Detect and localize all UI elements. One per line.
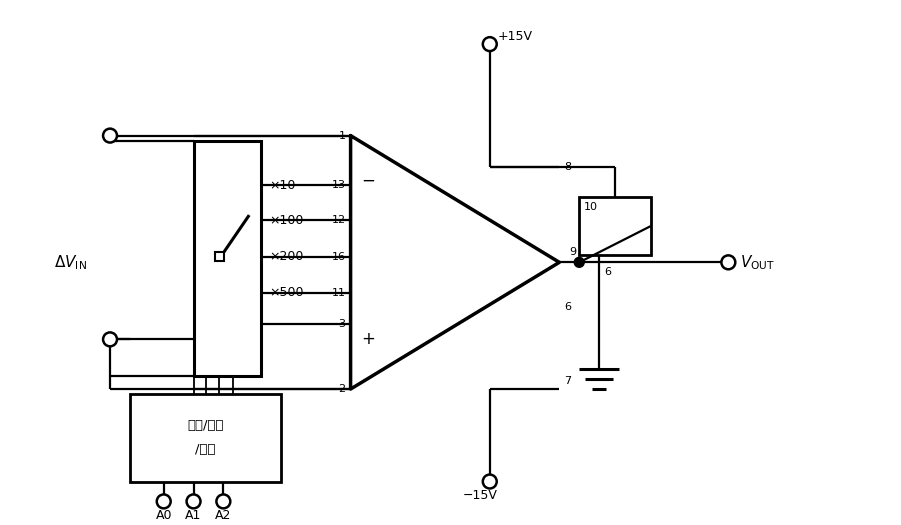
Circle shape xyxy=(216,495,231,508)
Text: $\Delta V_{\rm IN}$: $\Delta V_{\rm IN}$ xyxy=(54,254,86,272)
Bar xyxy=(194,141,261,376)
Circle shape xyxy=(483,37,496,51)
Text: ×100: ×100 xyxy=(269,214,304,227)
Text: $V_{\rm OUT}$: $V_{\rm OUT}$ xyxy=(741,253,775,271)
Text: 7: 7 xyxy=(564,376,571,386)
Text: +: + xyxy=(361,330,376,349)
Text: /驱动: /驱动 xyxy=(196,443,215,456)
Circle shape xyxy=(574,257,584,267)
Text: 译码/储存: 译码/储存 xyxy=(187,419,223,433)
Text: A1: A1 xyxy=(186,509,202,522)
Text: 1: 1 xyxy=(339,131,346,141)
Text: 2: 2 xyxy=(339,384,346,394)
Text: 16: 16 xyxy=(332,252,346,262)
Text: 13: 13 xyxy=(332,180,346,190)
Bar xyxy=(215,252,224,261)
Text: 9: 9 xyxy=(569,247,577,257)
Text: −15V: −15V xyxy=(462,489,497,502)
Bar xyxy=(579,197,651,255)
Text: 6: 6 xyxy=(564,302,571,312)
Text: 3: 3 xyxy=(339,319,346,330)
Circle shape xyxy=(187,495,201,508)
Circle shape xyxy=(722,255,735,269)
Text: A0: A0 xyxy=(156,509,172,522)
Text: 8: 8 xyxy=(564,162,571,172)
Circle shape xyxy=(483,475,496,488)
Text: ×500: ×500 xyxy=(269,286,304,299)
Polygon shape xyxy=(350,135,560,389)
Text: ×10: ×10 xyxy=(269,179,296,192)
Text: −: − xyxy=(361,171,376,190)
Circle shape xyxy=(103,129,117,143)
Text: ×200: ×200 xyxy=(269,250,304,264)
Text: A2: A2 xyxy=(215,509,232,522)
Circle shape xyxy=(103,332,117,346)
Circle shape xyxy=(157,495,170,508)
Text: 12: 12 xyxy=(332,215,346,225)
Text: 6: 6 xyxy=(604,267,611,277)
Text: +15V: +15V xyxy=(497,30,532,43)
Bar xyxy=(130,394,281,481)
Text: 10: 10 xyxy=(584,202,598,212)
Text: 11: 11 xyxy=(332,288,346,298)
